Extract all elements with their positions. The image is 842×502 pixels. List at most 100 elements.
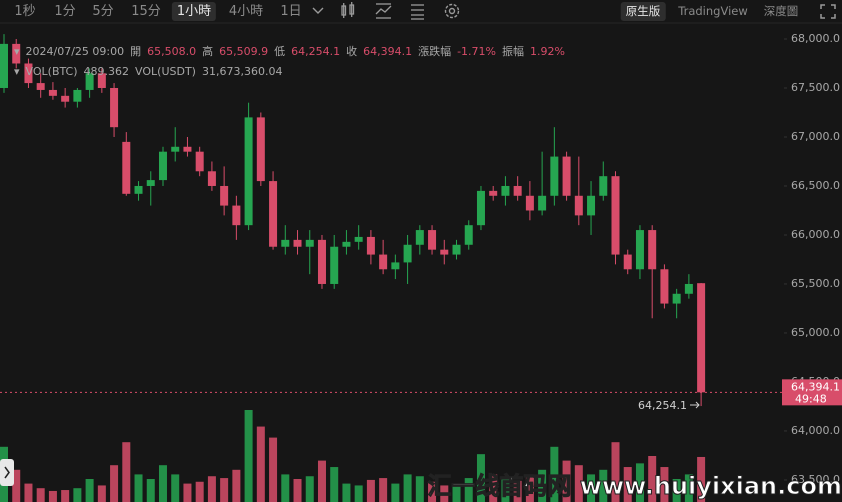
time: 2024/07/25 09:00 (25, 45, 125, 58)
interval-button[interactable]: 5分 (92, 4, 114, 19)
volume-bar (501, 479, 510, 502)
candle-body (684, 283, 693, 294)
candle-body (611, 176, 620, 255)
volume-bar (415, 476, 424, 502)
y-tick-label: 67,500.0 (791, 81, 840, 94)
volume-bar (697, 456, 706, 502)
candle-body (440, 249, 449, 255)
interval-button[interactable]: 1日 (280, 4, 302, 19)
volume-bar (134, 474, 143, 502)
candle-body (244, 117, 253, 226)
volume-bar (269, 437, 278, 502)
candle-body (464, 225, 473, 245)
interval-button[interactable]: 1分 (54, 4, 76, 19)
volume-bar (562, 460, 571, 502)
candle-body (281, 239, 290, 247)
label: VOL(BTC) (25, 65, 78, 78)
volume-bar (635, 463, 644, 502)
volume-bar (73, 488, 82, 502)
volume-bar (110, 465, 119, 502)
interval-dropdown[interactable] (312, 7, 324, 14)
volume-bar (36, 488, 45, 502)
volume-bar (538, 469, 547, 502)
countdown: 49:48 (795, 392, 827, 405)
settings-list-icon[interactable] (411, 4, 424, 20)
candle-body (317, 239, 326, 284)
label: 高 (202, 45, 214, 58)
candle-body (501, 185, 510, 196)
value: -1.71% (457, 45, 496, 58)
candle-body (428, 230, 437, 250)
candle-body (342, 241, 351, 247)
candle-body (366, 236, 375, 255)
price-axis: 68,000.0 67,500.0 67,000.0 66,500.0 66,000.0… (784, 32, 840, 486)
volume-bar (391, 483, 400, 502)
legend: ▾ 2024/07/25 09:00 開 65,508.0 高 65,509.9 低… (14, 40, 565, 80)
volume-bar (256, 426, 265, 502)
candle-body (183, 146, 192, 152)
candle-body (489, 190, 498, 196)
fullscreen-icon[interactable] (820, 4, 836, 19)
candle-layer (0, 34, 706, 407)
interval-button[interactable]: 1秒 (14, 4, 36, 19)
candle-body (36, 83, 45, 90)
volume-bar (366, 479, 375, 502)
view-tab[interactable]: 深度圖 (763, 4, 799, 18)
candle-body (525, 195, 534, 211)
candle-body (305, 239, 314, 247)
volume-bar (171, 474, 180, 502)
volume-bar (623, 467, 632, 502)
watermark: 汇一线首码网 www.huiyixian.com (427, 472, 842, 500)
candle-body (697, 283, 706, 393)
expand-button[interactable] (0, 459, 14, 486)
candle-body (379, 254, 388, 270)
label: 低 (274, 45, 286, 58)
collapse-icon[interactable]: ▾ (14, 65, 20, 78)
volume-bar (220, 478, 229, 502)
candle-body (232, 205, 241, 226)
indicator-icon[interactable] (375, 3, 392, 19)
y-tick-label: 66,500.0 (791, 179, 840, 192)
candle-body (513, 185, 522, 196)
interval-button-selected[interactable]: 1小時 (171, 2, 217, 21)
volume-bar (122, 442, 131, 502)
volume-bar (158, 465, 167, 502)
candle-body (269, 181, 278, 247)
candle-body (207, 171, 216, 186)
volume-layer (0, 410, 706, 502)
volume-bar (513, 480, 522, 502)
candle-type-icon[interactable] (341, 2, 355, 18)
volume-bar (293, 479, 302, 502)
candle-body (97, 73, 106, 88)
candle-body (403, 244, 412, 263)
value: 489.362 (83, 65, 130, 78)
y-tick-label: 64,000.0 (791, 424, 840, 437)
candle-body (256, 117, 265, 182)
volume-bar (525, 476, 534, 502)
settings-icon[interactable] (444, 3, 460, 19)
view-tab[interactable]: TradingView (678, 4, 748, 18)
volume-bar (587, 474, 596, 502)
volume-bar (379, 478, 388, 502)
volume-bar (476, 454, 485, 502)
view-tab-selected[interactable]: 原生版 (620, 2, 666, 21)
candle-body (12, 43, 21, 64)
volume-bar (354, 485, 363, 502)
candle-body (61, 95, 70, 102)
candle-body (599, 176, 608, 196)
expand-icon (4, 466, 10, 479)
volume-bar (317, 460, 326, 502)
volume-row: ▾ VOL(BTC) 489.362 VOL(USDT) 31,673,360.04 (14, 64, 565, 80)
candle-body (195, 151, 204, 172)
volume-bar (85, 479, 94, 502)
volume-bar (599, 469, 608, 502)
interval-button[interactable]: 4小時 (228, 4, 264, 19)
interval-button[interactable]: 15分 (131, 4, 161, 19)
candle-body (452, 244, 461, 255)
candle-body (648, 230, 657, 270)
volume-bar (684, 474, 693, 502)
collapse-icon[interactable]: ▾ (14, 45, 20, 58)
